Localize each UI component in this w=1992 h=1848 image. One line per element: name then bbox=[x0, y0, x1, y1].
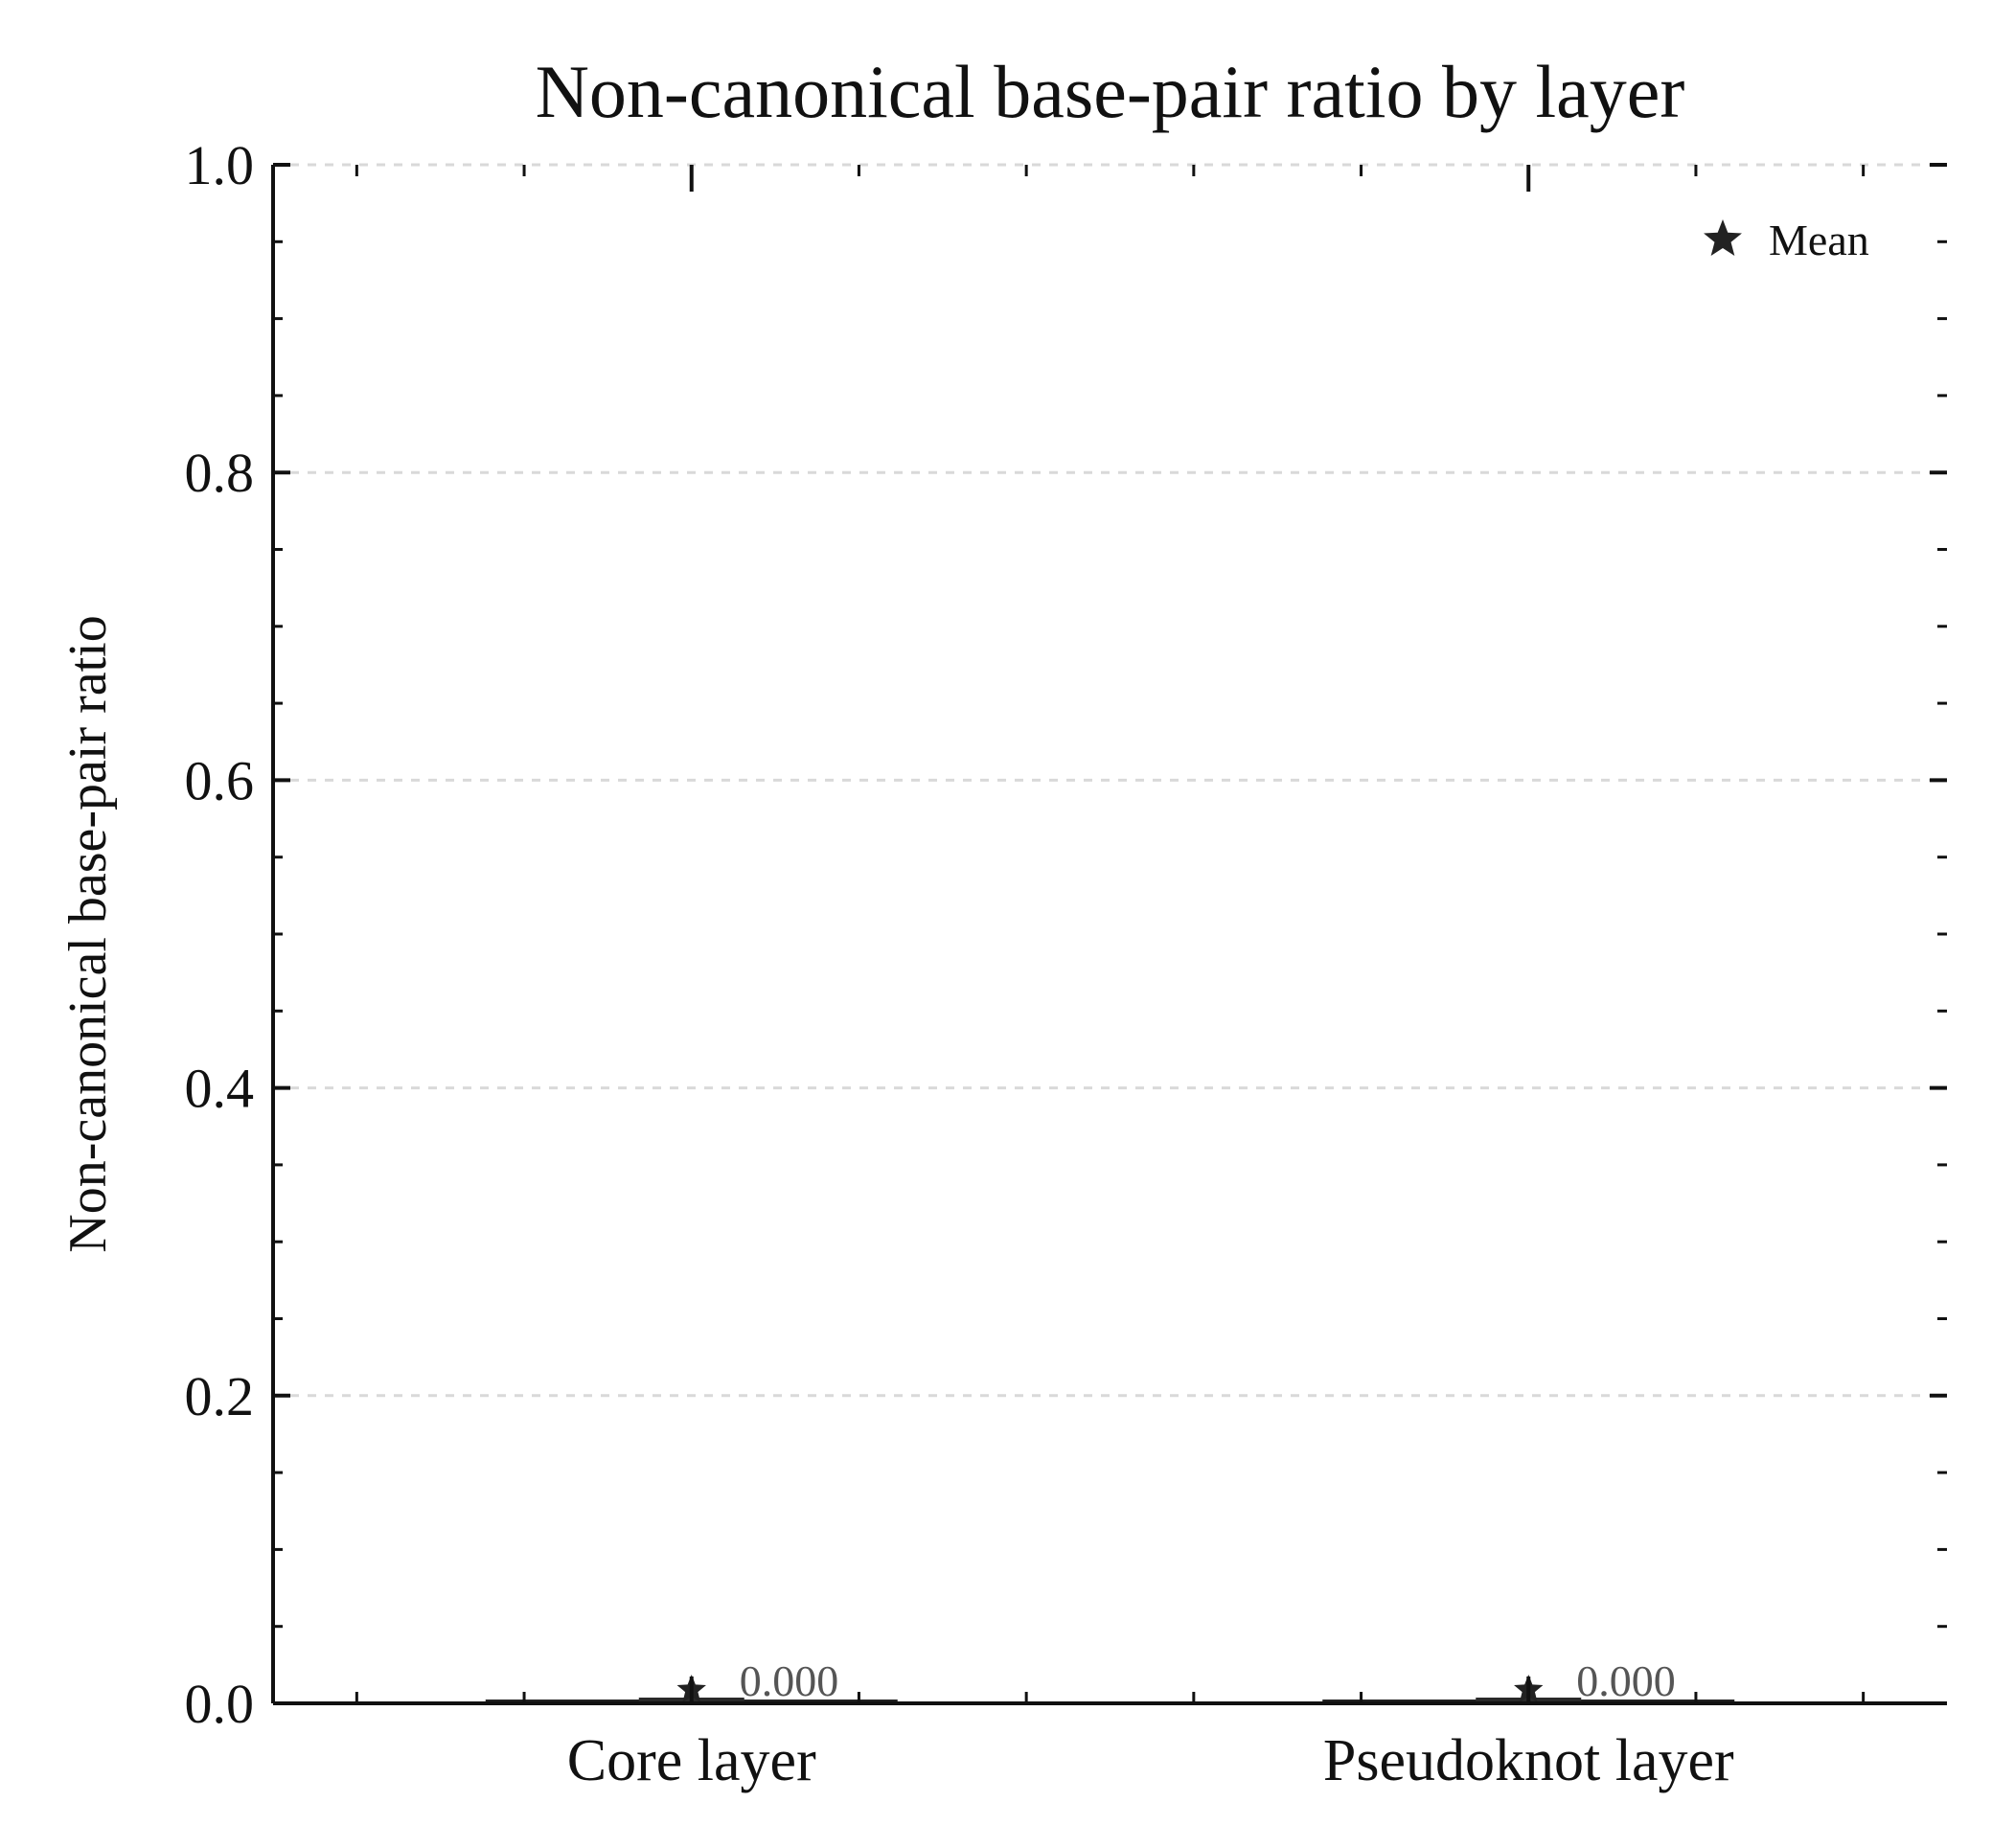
y-tick-label: 0.8 bbox=[185, 442, 255, 504]
y-tick-label: 0.0 bbox=[185, 1673, 255, 1735]
legend: Mean bbox=[1704, 216, 1869, 264]
value-label: 0.000 bbox=[1576, 1656, 1676, 1705]
tick-labels: 0.0 0.2 0.4 0.6 0.8 1.0 Core layer Pseudoknot l… bbox=[185, 134, 1734, 1793]
y-tick-label: 0.4 bbox=[185, 1058, 255, 1120]
value-label: 0.000 bbox=[740, 1656, 839, 1705]
grid-lines bbox=[273, 163, 1947, 1398]
y-tick-label: 0.6 bbox=[185, 749, 255, 811]
x-tick-label: Pseudoknot layer bbox=[1323, 1728, 1734, 1793]
y-axis-label: Non-canonical base-pair ratio bbox=[58, 615, 118, 1252]
axis-ticks bbox=[273, 163, 1947, 1705]
star-icon bbox=[1704, 219, 1742, 256]
y-tick-label: 0.2 bbox=[185, 1365, 255, 1427]
chart-title: Non-canonical base-pair ratio by layer bbox=[536, 50, 1685, 133]
box-plots: 0.000 0.000 bbox=[485, 1656, 1735, 1705]
x-tick-label: Core layer bbox=[567, 1728, 816, 1793]
y-tick-label: 1.0 bbox=[185, 134, 255, 196]
legend-label-mean: Mean bbox=[1769, 216, 1869, 264]
